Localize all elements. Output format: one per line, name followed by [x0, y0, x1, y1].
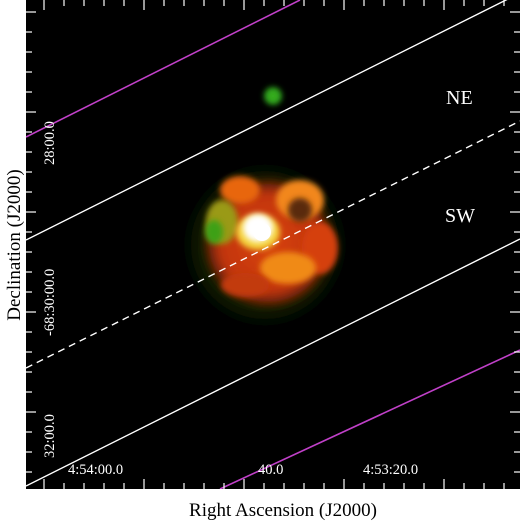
outer-boundary-line-north — [26, 0, 301, 138]
frame-ticks — [26, 0, 520, 489]
x-axis-title: Right Ascension (J2000) — [189, 500, 377, 521]
region-label-ne: NE — [446, 87, 473, 109]
ne-region-upper-line — [26, 0, 508, 241]
y-tick-label-1: 28:00.0 — [42, 121, 58, 165]
xray-image — [26, 0, 520, 489]
x-tick-label-3: 4:53:20.0 — [363, 462, 418, 478]
x-tick-label-2: 40.0 — [258, 462, 283, 478]
y-tick-label-2: -68:30:00.0 — [42, 269, 58, 336]
region-divider-dashed-line — [26, 120, 520, 369]
region-label-sw: SW — [445, 205, 475, 227]
sw-region-lower-line — [26, 238, 520, 487]
x-tick-label-1: 4:54:00.0 — [68, 462, 123, 478]
y-axis-title: Declination (J2000) — [4, 169, 25, 320]
supernova-remnant — [191, 171, 339, 319]
y-tick-label-3: 32:00.0 — [42, 414, 58, 458]
outer-boundary-line-south — [219, 349, 520, 489]
